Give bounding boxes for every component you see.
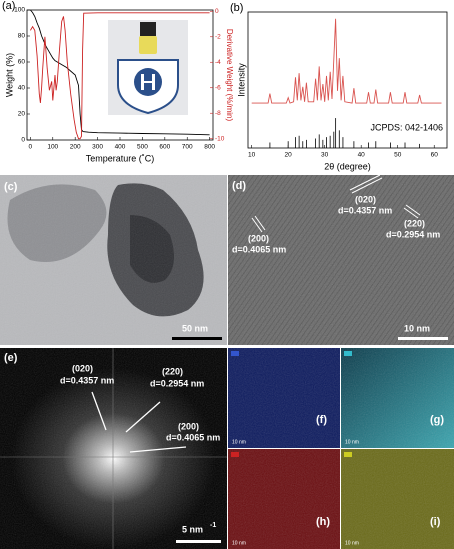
spacing-label: d=0.2954 nm	[150, 378, 204, 388]
spacing-label: d=0.4065 nm	[166, 432, 220, 442]
scale-bar-label: 10 nm	[345, 439, 359, 445]
plot-frame	[247, 11, 448, 149]
x-tick-label: 300	[92, 144, 103, 151]
y-tick-label: 80	[18, 33, 26, 40]
x-tick-label: 500	[137, 144, 148, 151]
y-axis-title: Weight (%)	[4, 53, 14, 97]
x-tick-label: 10	[248, 152, 256, 159]
scale-bar-label: 10 nm	[232, 439, 246, 445]
scale-bar-label: 5 nm	[182, 524, 203, 534]
tem-image	[0, 175, 227, 345]
inset-photo	[108, 20, 188, 115]
series-line	[251, 18, 442, 104]
panel-label: (a)	[2, 0, 15, 12]
y2-tick-label: -2	[215, 33, 221, 40]
panel-label: (e)	[4, 352, 18, 364]
scale-bar-label: 10 nm	[404, 323, 430, 333]
y-tick-label: 40	[18, 85, 26, 92]
series-line	[30, 12, 210, 140]
scale-bar-exponent: -1	[210, 522, 216, 529]
x-tick-label: 50	[394, 152, 402, 159]
x-tick-label: 800	[204, 144, 215, 151]
x-tick-label: 30	[321, 152, 329, 159]
x-tick-label: 200	[70, 144, 81, 151]
y2-tick-label: -6	[215, 84, 221, 91]
plane-label: (200)	[248, 233, 269, 243]
panel-label: (g)	[430, 414, 444, 426]
scale-bar-label: 50 nm	[182, 323, 208, 333]
y2-tick-label: -10	[215, 135, 225, 142]
x-tick-label: 60	[431, 152, 439, 159]
y-tick-label: 60	[18, 59, 26, 66]
series-line	[30, 9, 210, 136]
annotation: JCPDS: 042-1406	[370, 122, 443, 132]
plane-label: (220)	[162, 366, 183, 376]
plane-label: (020)	[72, 363, 93, 373]
x-tick-label: 700	[182, 144, 193, 151]
x-tick-label: 600	[159, 144, 170, 151]
x-axis-title: Temperature (˚C)	[86, 153, 155, 163]
y2-tick-label: -8	[215, 110, 221, 117]
plane-label: (220)	[404, 218, 425, 228]
scale-bar-label: 10 nm	[345, 540, 359, 546]
panel-label: (i)	[430, 516, 441, 528]
panel-label: (c)	[4, 181, 18, 193]
y2-axis-title: Derivative Weight (%/min)	[225, 29, 234, 122]
eds-maps	[228, 348, 454, 549]
plane-label: (200)	[178, 421, 199, 431]
y-tick-label: 20	[18, 111, 26, 118]
plane-label: (020)	[355, 194, 376, 204]
x-tick-label: 0	[29, 144, 33, 151]
x-tick-label: 400	[115, 144, 126, 151]
y-axis-title: Intensity	[236, 63, 246, 97]
spacing-label: d=0.2954 nm	[386, 229, 440, 239]
panel-label: (b)	[230, 2, 243, 14]
panel-label: (f)	[316, 414, 327, 426]
spacing-label: d=0.4065 nm	[232, 244, 286, 254]
y2-tick-label: 0	[215, 8, 219, 15]
x-tick-label: 40	[358, 152, 366, 159]
panel-label: (h)	[316, 516, 330, 528]
spacing-label: d=0.4357 nm	[60, 375, 114, 385]
fft-image	[0, 348, 227, 549]
x-axis-title: 2θ (degree)	[324, 161, 371, 171]
x-tick-label: 100	[47, 144, 58, 151]
panel-label: (d)	[232, 180, 246, 192]
hrtem-image	[228, 174, 454, 345]
y-tick-label: 100	[14, 7, 25, 14]
spacing-label: d=0.4357 nm	[338, 205, 392, 215]
x-tick-label: 20	[285, 152, 293, 159]
y2-tick-label: -4	[215, 59, 221, 66]
scale-bar-label: 10 nm	[232, 540, 246, 546]
y-tick-label: 0	[21, 137, 25, 144]
